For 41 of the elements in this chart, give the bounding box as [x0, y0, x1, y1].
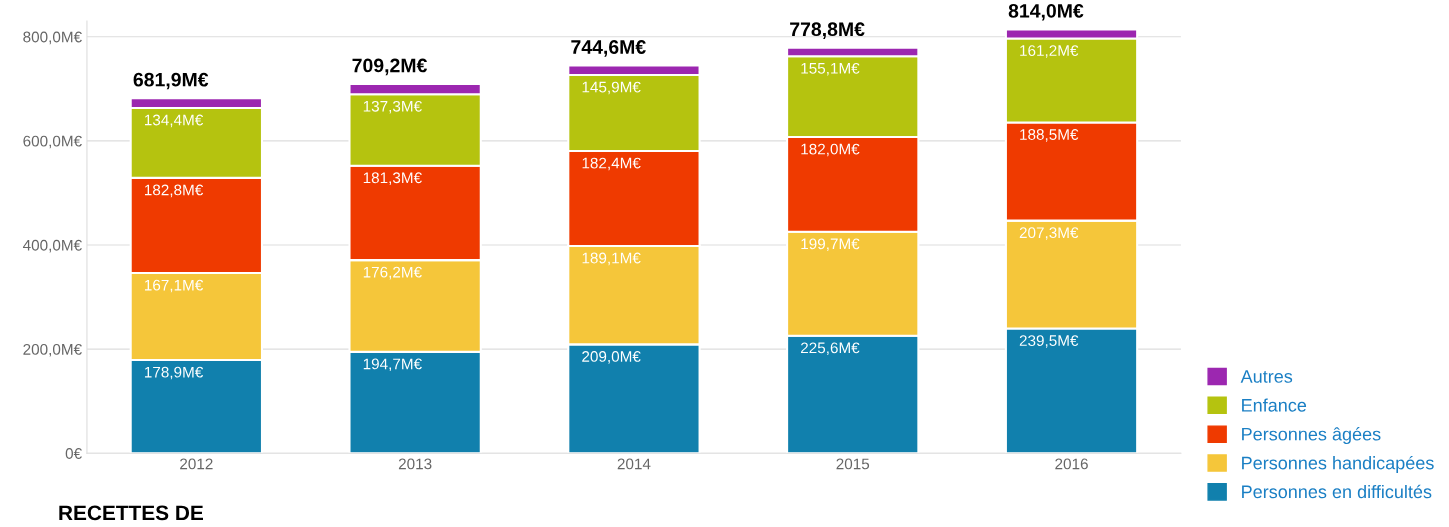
data-label: 137,3M€	[363, 100, 422, 114]
total-label: 681,9M€	[133, 72, 209, 90]
data-label: 189,1M€	[582, 252, 641, 266]
data-label: 176,2M€	[363, 266, 422, 280]
data-label: 209,0M€	[582, 351, 641, 364]
legend-label: Personnes handicapées	[1242, 455, 1434, 473]
y-tick-label: 800,0M€	[23, 31, 82, 45]
data-label: 145,9M€	[582, 81, 641, 95]
y-tick-label: 400,0M€	[22, 239, 82, 253]
y-tick-label: 200,0M€	[23, 343, 82, 357]
total-label: 744,6M€	[571, 40, 646, 57]
data-label: 134,4M€	[144, 114, 204, 128]
data-label: 178,9M€	[144, 366, 204, 380]
text: RECETTES DE	[59, 505, 203, 521]
legend-label: Enfance	[1242, 398, 1307, 412]
x-tick-label: 2013	[398, 458, 432, 470]
total-label: 814,0M€	[1008, 3, 1084, 21]
data-label: 225,6M€	[800, 342, 860, 356]
legend-label: Personnes en difficultés	[1242, 484, 1432, 499]
data-label: 194,7M€	[363, 358, 422, 372]
legend-label: Personnes âgées	[1242, 427, 1381, 445]
y-tick-label: 0€	[65, 448, 82, 459]
legend-label: Autres	[1240, 370, 1293, 383]
total-label: 709,2M€	[352, 58, 428, 76]
data-label: 182,4M€	[582, 157, 641, 171]
data-label: 161,2M€	[1020, 45, 1079, 58]
data-label: 188,5M€	[1020, 129, 1079, 142]
data-label: 182,8M€	[144, 184, 204, 198]
y-tick-label: 600,0M€	[23, 135, 82, 149]
data-label: 155,1M€	[801, 62, 860, 76]
x-tick-label: 2012	[180, 458, 213, 470]
x-tick-label: 2015	[836, 458, 870, 470]
x-tick-label: 2016	[1055, 458, 1088, 470]
data-label: 182,0M€	[801, 143, 860, 157]
data-label: 199,7M€	[801, 238, 860, 252]
data-label: 167,1M€	[144, 279, 204, 293]
total-label: 778,8M€	[790, 22, 865, 39]
data-label: 239,5M€	[1019, 335, 1079, 348]
data-label: 207,3M€	[1019, 227, 1079, 240]
data-label: 181,3M€	[363, 172, 422, 185]
x-tick-label: 2014	[617, 458, 651, 470]
